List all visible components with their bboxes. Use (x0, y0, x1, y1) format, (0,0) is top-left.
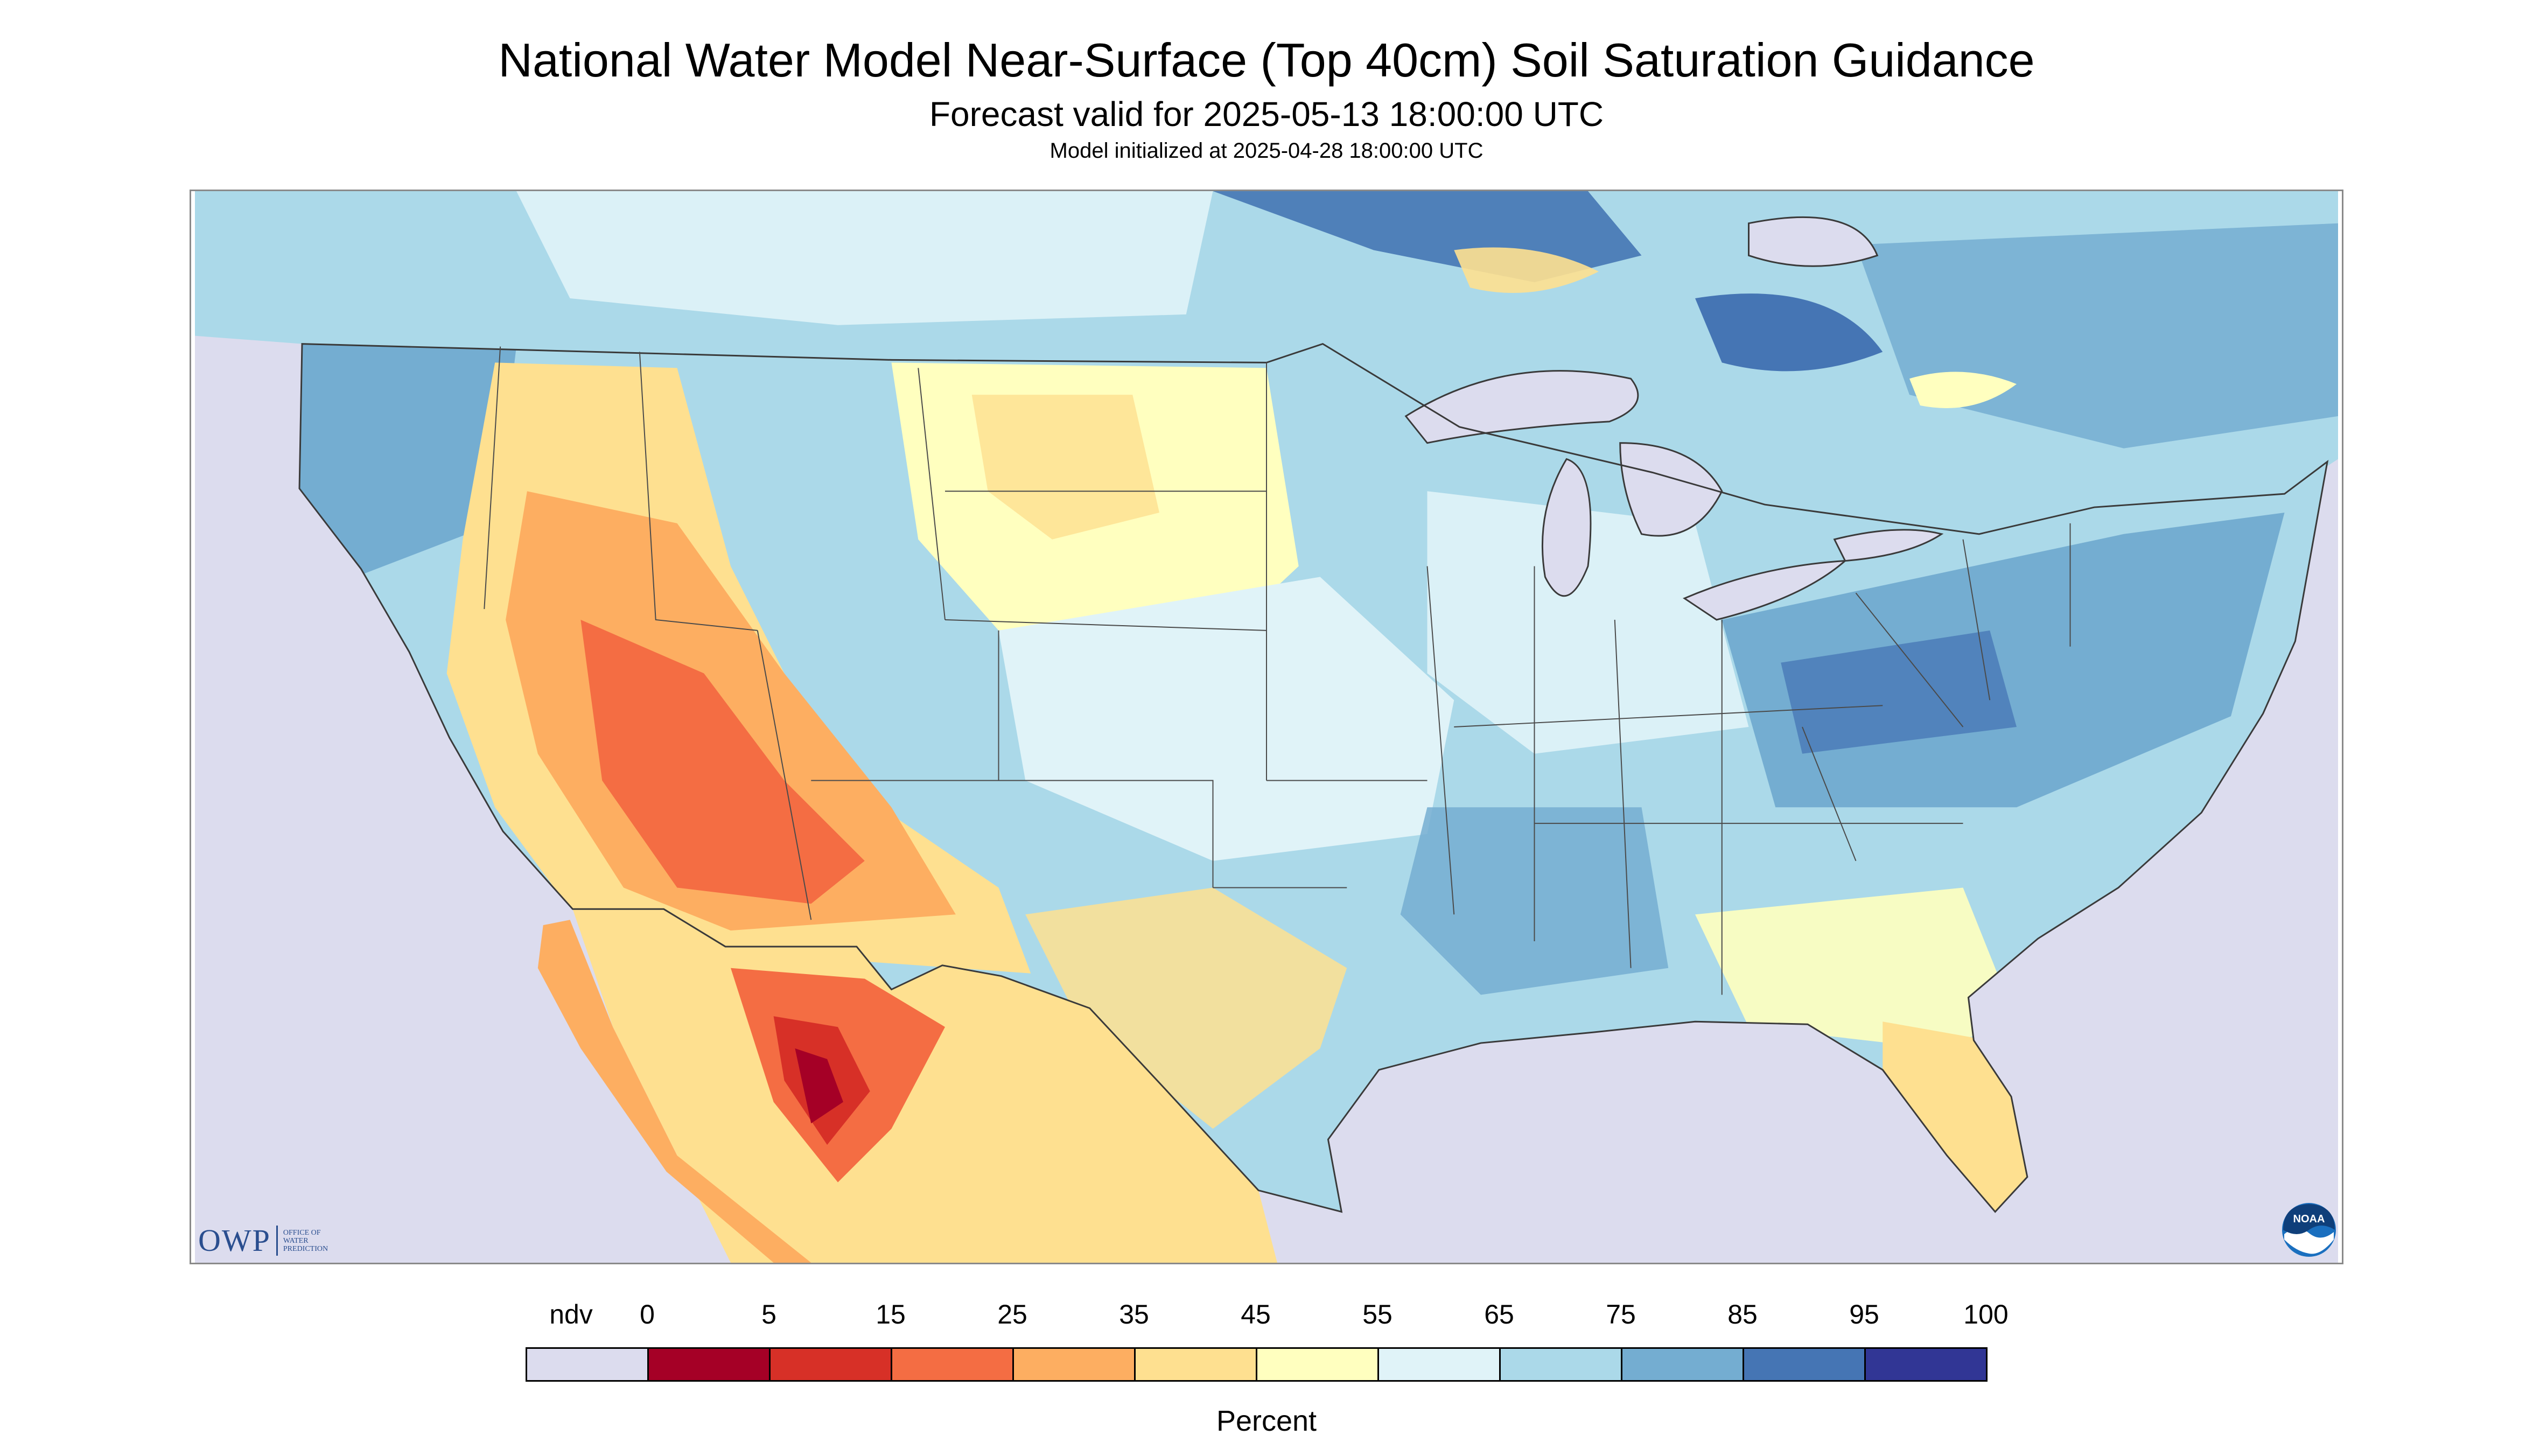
owp-logo-divider (276, 1226, 278, 1256)
owp-logo-line: Office of (283, 1228, 321, 1237)
map-panel[interactable] (190, 190, 2343, 1264)
owp-logo-line: Water (283, 1236, 309, 1245)
colorbar-swatch (1134, 1347, 1257, 1382)
owp-logo-line: Prediction (283, 1244, 328, 1253)
colorbar-tick-label: 95 (1849, 1299, 1879, 1329)
model-init-time: Model initialized at 2025-04-28 18:00:00… (1049, 139, 1484, 163)
colorbar-tick-label: 0 (640, 1299, 655, 1329)
colorbar-tick-label: 45 (1241, 1299, 1271, 1329)
canada-dry-patch-east (1909, 372, 2017, 408)
noaa-logo-icon: NOAA (2282, 1203, 2336, 1257)
colorbar-tick-label: 85 (1727, 1299, 1758, 1329)
forecast-valid-time: Forecast valid for 2025-05-13 18:00:00 U… (929, 95, 1604, 134)
colorbar-swatch (1377, 1347, 1501, 1382)
colorbar-swatch (647, 1347, 771, 1382)
colorbar-tick-label: 65 (1484, 1299, 1514, 1329)
canada-wet-zone-east (1695, 293, 1883, 372)
colorbar (526, 1347, 2007, 1382)
lake-ontario (1833, 529, 1944, 562)
hudson-bay-inlet (1748, 216, 1879, 267)
colorbar-tick-label: 35 (1119, 1299, 1149, 1329)
colorbar-tick-label: 5 (761, 1299, 776, 1329)
soil-saturation-map (195, 191, 2338, 1263)
colorbar-swatch (1864, 1347, 1988, 1382)
state-borders (484, 346, 2071, 995)
canada-light-zone (516, 191, 1213, 325)
colorbar-swatch (1621, 1347, 1744, 1382)
owp-logo: OWP Office of Water Prediction (198, 1223, 328, 1258)
colorbar-swatch (1743, 1347, 1866, 1382)
colorbar-swatch (891, 1347, 1014, 1382)
map-title: National Water Model Near-Surface (Top 4… (498, 33, 2035, 87)
colorbar-end-label: 100 (1963, 1299, 2009, 1329)
colorbar-tick-label: 75 (1606, 1299, 1636, 1329)
owp-logo-subtext: Office of Water Prediction (283, 1229, 328, 1253)
colorbar-ndv-label: ndv (549, 1299, 593, 1329)
colorbar-legend: ndv 0 5 15 25 35 45 55 65 75 85 95 100 Percent (526, 1299, 2009, 1452)
great-lakes (1404, 216, 1944, 621)
colorbar-tick-label: 25 (997, 1299, 1027, 1329)
baja-peninsula (537, 920, 811, 1263)
colorbar-tick-label: 15 (876, 1299, 906, 1329)
colorbar-swatch (1012, 1347, 1136, 1382)
colorbar-swatch (1256, 1347, 1379, 1382)
canada-dry-patch (1454, 247, 1599, 293)
noaa-logo-text: NOAA (2293, 1213, 2325, 1225)
owp-logo-mark: OWP (198, 1223, 271, 1258)
lake-huron (1619, 442, 1723, 537)
colorbar-title: Percent (1216, 1405, 1317, 1437)
colorbar-swatch (526, 1347, 649, 1382)
colorbar-swatch (1499, 1347, 1622, 1382)
lake-michigan (1541, 458, 1592, 597)
lake-superior (1404, 370, 1639, 444)
us-outline (298, 342, 2329, 1213)
colorbar-tick-label: 55 (1362, 1299, 1393, 1329)
colorbar-swatch (769, 1347, 892, 1382)
